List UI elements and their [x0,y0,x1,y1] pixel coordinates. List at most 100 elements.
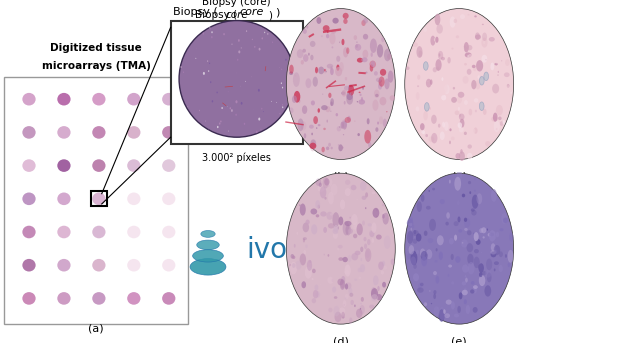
Ellipse shape [296,261,301,270]
Ellipse shape [289,65,294,74]
Ellipse shape [58,226,70,238]
Ellipse shape [346,225,351,235]
Ellipse shape [467,144,472,149]
Ellipse shape [459,292,463,299]
Ellipse shape [445,222,449,225]
Ellipse shape [456,170,462,180]
Ellipse shape [341,91,346,95]
Ellipse shape [344,270,349,274]
Ellipse shape [458,216,461,223]
Ellipse shape [502,120,505,125]
Ellipse shape [207,60,208,62]
Ellipse shape [468,262,474,274]
Ellipse shape [369,230,374,237]
Ellipse shape [493,113,497,122]
Ellipse shape [237,59,239,61]
Ellipse shape [348,228,353,234]
Ellipse shape [371,294,378,301]
Ellipse shape [490,250,496,255]
Ellipse shape [339,257,343,261]
Ellipse shape [354,279,357,281]
Ellipse shape [461,281,466,285]
Ellipse shape [410,257,416,267]
Ellipse shape [328,93,332,98]
Ellipse shape [460,14,465,19]
Ellipse shape [419,50,422,57]
Ellipse shape [345,77,347,81]
Ellipse shape [380,69,386,76]
Ellipse shape [369,61,376,68]
Ellipse shape [363,34,368,39]
Ellipse shape [413,239,417,244]
Ellipse shape [462,289,468,295]
Ellipse shape [447,274,449,277]
Ellipse shape [438,123,440,128]
Ellipse shape [408,227,410,232]
Ellipse shape [474,128,477,134]
Ellipse shape [409,223,412,226]
Ellipse shape [411,77,416,85]
Ellipse shape [223,33,225,35]
Ellipse shape [311,224,317,235]
Ellipse shape [408,217,413,223]
Ellipse shape [454,19,457,23]
Ellipse shape [360,258,362,261]
Ellipse shape [471,281,474,285]
Ellipse shape [452,87,455,90]
Ellipse shape [417,85,419,87]
Ellipse shape [341,276,345,283]
Ellipse shape [271,101,272,102]
Ellipse shape [348,85,353,90]
Ellipse shape [490,233,494,236]
Ellipse shape [58,93,70,106]
Ellipse shape [302,49,306,53]
Ellipse shape [267,33,268,35]
Text: microarrays (TMA): microarrays (TMA) [42,61,150,71]
FancyBboxPatch shape [4,76,188,324]
Ellipse shape [324,254,325,256]
Ellipse shape [321,105,328,110]
Ellipse shape [340,280,345,288]
Ellipse shape [356,199,358,200]
Ellipse shape [316,17,321,24]
Ellipse shape [426,73,429,75]
Ellipse shape [440,131,445,140]
Ellipse shape [490,75,491,78]
Ellipse shape [409,232,413,240]
Ellipse shape [310,143,316,149]
Ellipse shape [474,257,480,268]
Ellipse shape [468,109,472,116]
Ellipse shape [348,85,355,95]
Ellipse shape [475,34,481,39]
Ellipse shape [195,58,196,59]
Ellipse shape [382,265,387,270]
Ellipse shape [309,125,314,129]
Ellipse shape [360,247,364,252]
Ellipse shape [367,223,372,226]
Ellipse shape [467,254,474,264]
Ellipse shape [479,228,483,233]
Ellipse shape [300,203,306,216]
Ellipse shape [421,256,427,267]
Ellipse shape [307,260,312,271]
Ellipse shape [127,159,140,172]
Ellipse shape [421,78,427,84]
Ellipse shape [357,58,363,63]
Ellipse shape [332,46,333,48]
Ellipse shape [485,141,490,146]
Ellipse shape [22,292,36,305]
Ellipse shape [491,189,497,202]
Ellipse shape [407,219,413,227]
Ellipse shape [449,238,454,245]
Ellipse shape [290,262,297,274]
Ellipse shape [451,137,454,140]
Ellipse shape [282,87,283,88]
Ellipse shape [496,232,499,237]
Ellipse shape [162,159,175,172]
Ellipse shape [474,129,476,133]
Ellipse shape [298,118,304,131]
Ellipse shape [356,101,358,103]
Ellipse shape [358,268,362,272]
Ellipse shape [441,57,445,60]
Ellipse shape [252,39,253,40]
